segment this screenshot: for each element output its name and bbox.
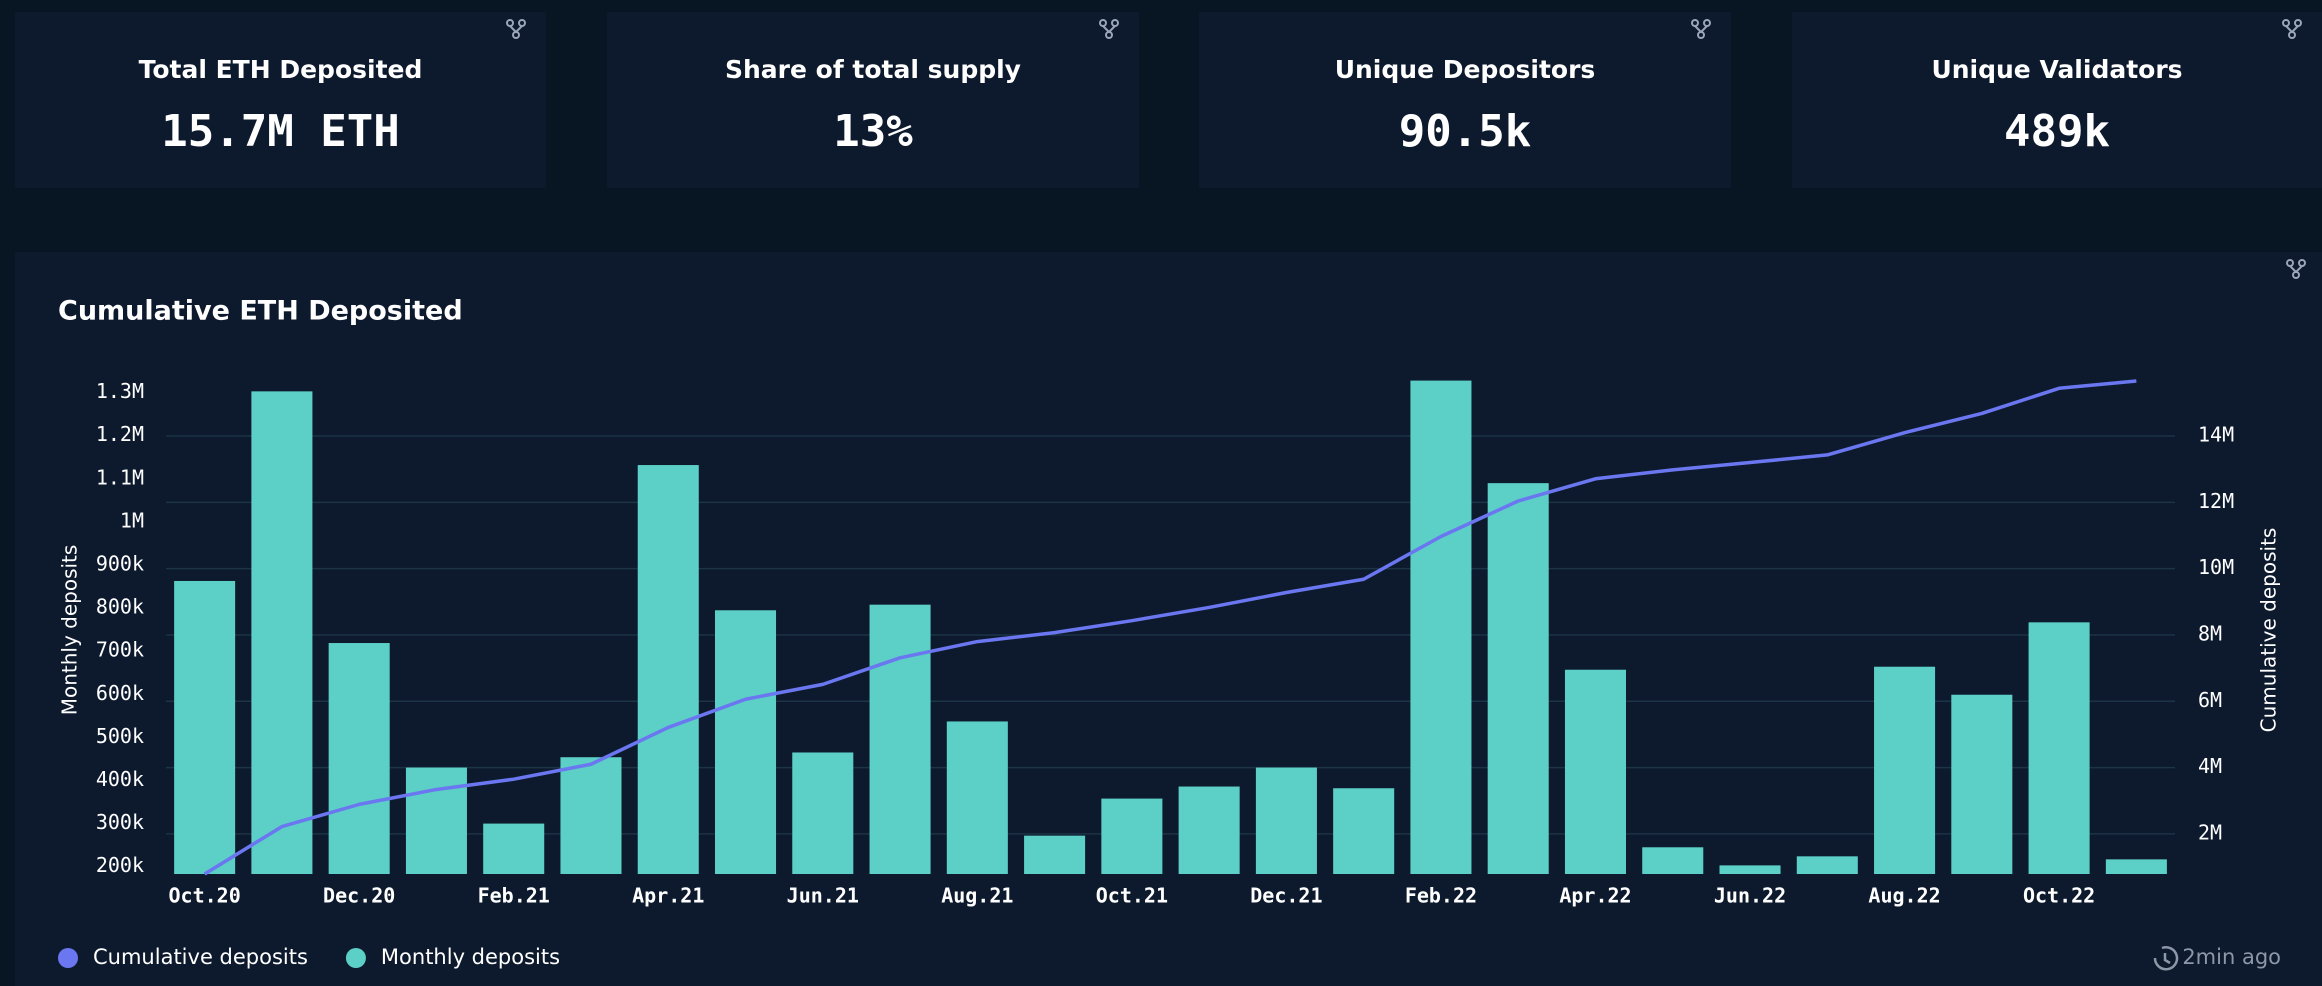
y-tick-label: 900k	[96, 552, 144, 576]
y2-tick-label: 6M	[2198, 688, 2222, 712]
icon-stroke	[1102, 25, 1116, 33]
y2-tick-label: 14M	[2198, 423, 2234, 447]
y-tick-label: 700k	[96, 638, 144, 662]
x-tick-label: Oct.21	[1096, 884, 1168, 908]
bar	[1024, 835, 1086, 874]
bar	[1719, 865, 1781, 874]
legend-swatch	[58, 948, 78, 968]
bar	[1874, 666, 1936, 874]
kpi-value: 90.5k	[1399, 106, 1531, 157]
bar	[328, 643, 390, 874]
kpi-title: Share of total supply	[725, 55, 1021, 84]
y-tick-label: 1M	[120, 508, 144, 532]
line	[203, 379, 2137, 876]
kpi-card	[1199, 12, 1731, 188]
bar	[1101, 798, 1163, 874]
x-tick-label: Apr.21	[632, 884, 704, 908]
legend-label: Cumulative deposits	[93, 945, 308, 969]
bar	[637, 465, 699, 874]
y-tick-label: 400k	[96, 767, 144, 791]
bar	[1410, 380, 1472, 874]
bar	[869, 604, 931, 874]
y-tick-label: 200k	[96, 853, 144, 877]
x-tick-label: Feb.21	[478, 884, 550, 908]
y-tick-label: 500k	[96, 724, 144, 748]
x-tick-label: Feb.22	[1405, 884, 1477, 908]
bar	[1796, 856, 1858, 874]
y-tick-label: 1.3M	[96, 379, 144, 403]
card-icon	[2282, 19, 2302, 39]
refresh-icon	[2153, 946, 2179, 971]
kpi-title: Unique Validators	[1931, 55, 2182, 84]
icon-stroke	[509, 25, 523, 33]
bar	[1564, 669, 1627, 874]
bar	[1255, 767, 1317, 874]
x-tick-label: Aug.21	[941, 884, 1013, 908]
x-tick-label: Dec.21	[1250, 884, 1322, 908]
kpi-value: 489k	[2004, 106, 2110, 157]
legend-label: Monthly deposits	[381, 945, 560, 969]
bar	[483, 823, 545, 874]
card-icon	[506, 19, 526, 39]
card-icon	[1099, 19, 1119, 39]
bar	[1333, 788, 1395, 874]
bar	[946, 721, 1008, 874]
y2-tick-label: 10M	[2198, 555, 2234, 579]
bar	[1642, 847, 1704, 874]
x-tick-label: Oct.20	[169, 884, 241, 908]
bar	[2028, 622, 2090, 874]
y-tick-label: 300k	[96, 810, 144, 834]
y-axis-label: Monthly deposits	[58, 545, 82, 716]
bar	[2105, 859, 2167, 874]
y-tick-label: 1.2M	[96, 422, 144, 446]
icon-stroke	[1694, 25, 1708, 33]
bar	[1178, 786, 1240, 874]
kpi-title: Unique Depositors	[1335, 55, 1596, 84]
x-tick-label: Aug.22	[1868, 884, 1940, 908]
x-tick-label: Dec.20	[323, 884, 395, 908]
x-tick-label: Apr.22	[1559, 884, 1631, 908]
kpi-value: 15.7M ETH	[161, 106, 399, 157]
y2-tick-label: 2M	[2198, 820, 2222, 844]
kpi-card	[607, 12, 1139, 188]
y2-tick-label: 4M	[2198, 754, 2222, 778]
y2-axis-label: Cumulative deposits	[2257, 528, 2281, 733]
bar	[792, 752, 854, 874]
legend-swatch	[345, 948, 366, 968]
bar	[251, 391, 313, 874]
chart-panel	[15, 252, 2322, 986]
chart-title: Cumulative ETH Deposited	[58, 296, 463, 327]
y-tick-label: 1.1M	[96, 465, 144, 489]
kpi-card	[15, 12, 546, 188]
bar	[560, 757, 622, 874]
bar	[714, 610, 777, 874]
y2-tick-label: 8M	[2198, 621, 2222, 645]
x-tick-label: Oct.22	[2023, 884, 2095, 908]
updated-time: 2min ago	[2182, 945, 2281, 969]
card-icon	[1691, 19, 1711, 39]
kpi-title: Total ETH Deposited	[139, 55, 423, 84]
icon-stroke	[2285, 25, 2299, 33]
x-tick-label: Jun.21	[787, 884, 859, 908]
y-tick-label: 600k	[96, 681, 144, 705]
bar	[1487, 483, 1549, 874]
panel-icon	[2286, 259, 2306, 279]
y2-tick-label: 12M	[2198, 489, 2234, 513]
bar	[405, 767, 467, 874]
x-tick-label: Jun.22	[1714, 884, 1786, 908]
y-tick-label: 800k	[96, 595, 144, 619]
kpi-card	[1792, 12, 2322, 188]
bar	[1951, 694, 2013, 874]
bar	[174, 580, 236, 874]
kpi-value: 13%	[833, 106, 913, 157]
